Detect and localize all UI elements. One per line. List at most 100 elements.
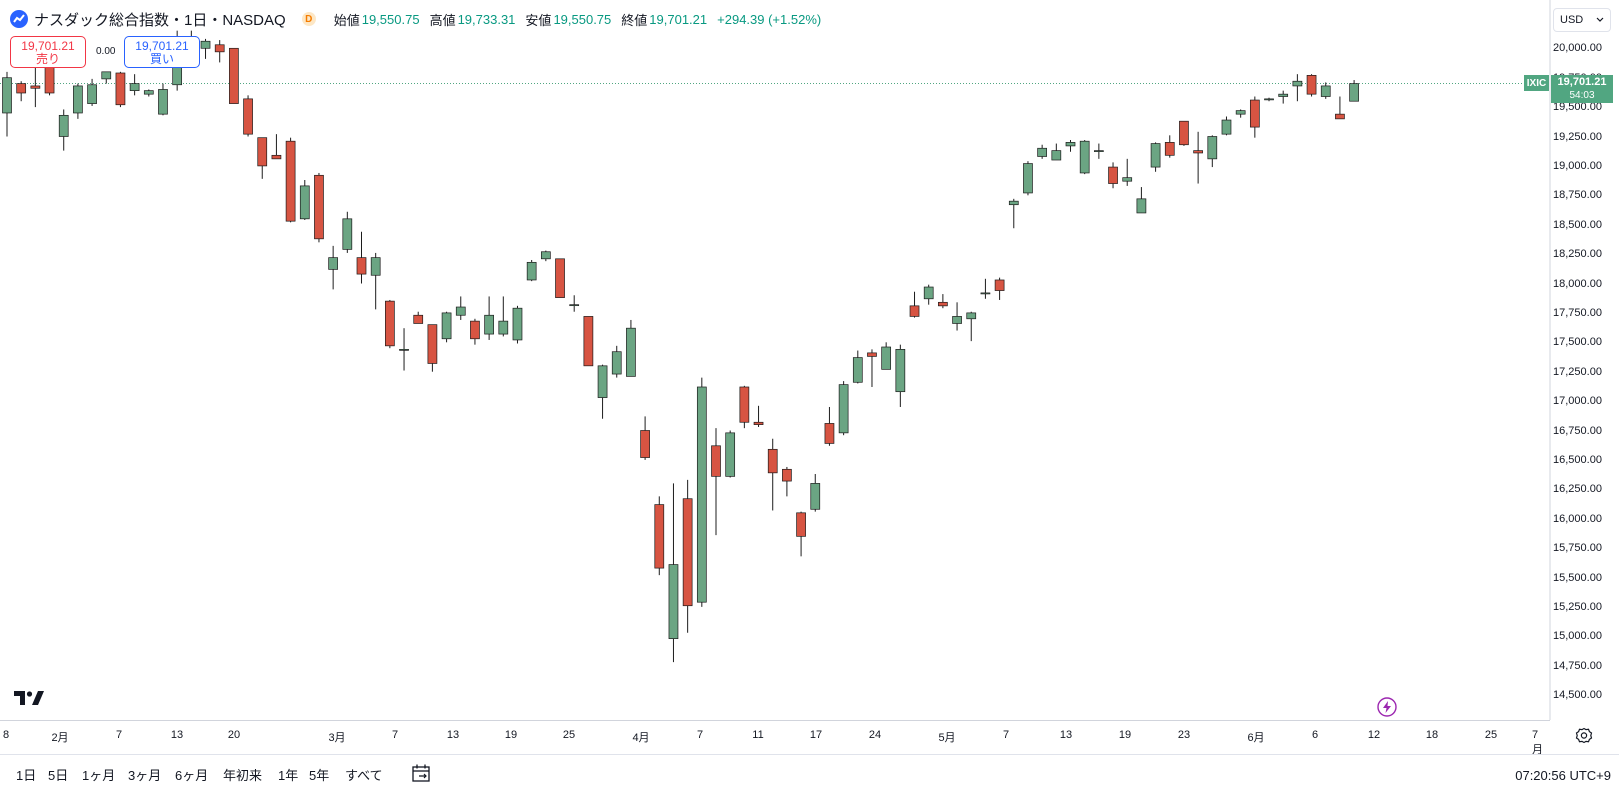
buy-button[interactable]: 19,701.21 買い <box>124 36 200 68</box>
candle <box>200 38 211 59</box>
candle <box>1249 96 1260 138</box>
time-tick-label: 3月 <box>328 732 346 744</box>
candle-body <box>143 90 154 95</box>
gear-icon[interactable] <box>1575 727 1593 745</box>
candle-body <box>1008 200 1019 206</box>
price-tick-label: 17,000.00 <box>1553 395 1602 408</box>
symbol-title[interactable]: ナスダック総合指数・1日・NASDAQ <box>34 11 286 29</box>
range-button[interactable]: 3ヶ月 <box>128 767 162 783</box>
candle-body <box>838 384 849 434</box>
open-label: 始値 <box>333 12 360 28</box>
candle-body <box>711 445 721 477</box>
candle-body <box>2 77 12 114</box>
candle-body <box>824 423 835 444</box>
time-axis[interactable]: 8 2月 7 13 20 3月 7 13 19 25 4月 7 11 17 24 5月 7 13 19 23 6月 6 12… <box>0 720 1550 756</box>
candle <box>881 342 892 370</box>
currency-selector[interactable]: USD <box>1553 8 1611 32</box>
candle <box>923 284 934 305</box>
time-tick-label: 7 <box>391 729 399 741</box>
candle <box>1164 135 1175 158</box>
candle <box>1193 131 1203 184</box>
price-tag-symbol: IXIC <box>1524 75 1549 92</box>
clock-timezone[interactable]: 07:20:56 UTC+9 <box>1515 768 1611 783</box>
price-tick-label: 17,750.00 <box>1553 306 1602 319</box>
time-tick-label: 19 <box>1118 729 1132 741</box>
candle-body <box>1221 119 1232 135</box>
time-tick-label: 23 <box>1177 729 1191 741</box>
price-tick-label: 15,750.00 <box>1553 542 1602 555</box>
range-button[interactable]: すべて <box>345 767 383 783</box>
candle-body <box>739 386 750 423</box>
candle-body <box>427 324 438 364</box>
candle <box>1122 158 1133 186</box>
candle-body <box>356 257 367 275</box>
time-tick-label: 6 <box>1311 729 1319 741</box>
candle <box>1278 90 1289 104</box>
price-tick-label: 16,500.00 <box>1553 453 1602 466</box>
tradingview-logo-icon[interactable] <box>14 690 46 706</box>
time-tick-label: 24 <box>868 729 882 741</box>
range-button[interactable]: 5年 <box>309 767 330 783</box>
candle-body <box>796 512 806 537</box>
candle <box>299 180 310 220</box>
change-value: +294.39 (+1.52%) <box>717 11 822 27</box>
candle-body <box>1079 140 1090 174</box>
candle-body <box>87 84 97 104</box>
price-tick-label: 18,500.00 <box>1553 218 1602 231</box>
candle-body <box>285 140 296 222</box>
open-value: 19,550.75 <box>361 11 420 27</box>
symbol-logo-icon[interactable] <box>10 10 28 28</box>
time-tick-label: 17 <box>809 729 823 741</box>
candle <box>526 259 537 282</box>
range-button[interactable]: 1年 <box>278 767 299 783</box>
candle <box>668 483 679 663</box>
price-tick-label: 16,250.00 <box>1553 483 1602 496</box>
candle-body <box>399 349 409 351</box>
candle <box>1108 162 1118 189</box>
data-status-badge[interactable]: D <box>301 12 316 26</box>
range-button[interactable]: 5日 <box>48 767 69 783</box>
time-tick-label: 7月 <box>1532 729 1543 756</box>
range-button[interactable]: 6ヶ月 <box>175 767 209 783</box>
candle <box>229 47 239 104</box>
candle-body <box>696 386 707 603</box>
candle-body <box>1306 74 1317 95</box>
time-tick-label: 7 <box>696 729 704 741</box>
candle-body <box>1065 142 1076 147</box>
candle <box>540 250 551 262</box>
candle-body <box>1320 85 1331 97</box>
candle-body <box>370 257 381 276</box>
candle-body <box>938 301 948 307</box>
time-tick-label: 13 <box>446 729 460 741</box>
candle-body <box>455 306 466 316</box>
candle-body <box>1122 177 1133 182</box>
candle <box>725 430 736 478</box>
calendar-icon[interactable] <box>410 762 432 784</box>
candle <box>455 296 466 320</box>
price-tick-label: 15,000.00 <box>1553 630 1602 643</box>
candle-body <box>58 114 69 137</box>
candle <box>413 311 424 324</box>
candle-body <box>257 137 268 167</box>
candle-body <box>1264 98 1274 101</box>
price-axis[interactable]: 20,000.0019,750.0019,500.0019,250.0019,0… <box>1550 0 1619 720</box>
sell-button[interactable]: 19,701.21 売り <box>10 36 86 68</box>
candle <box>555 258 565 298</box>
time-tick-label: 7 <box>115 729 123 741</box>
range-button[interactable]: 年初来 <box>223 767 263 783</box>
candle <box>810 474 821 512</box>
lightning-icon[interactable] <box>1377 697 1397 717</box>
time-tick-label: 20 <box>227 729 241 741</box>
price-tick-label: 16,000.00 <box>1553 512 1602 525</box>
candle-body <box>597 365 608 398</box>
candle <box>1320 82 1331 99</box>
candle <box>441 311 452 343</box>
chevron-down-icon <box>1596 14 1604 26</box>
range-button[interactable]: 1日 <box>16 767 37 783</box>
low-label: 安値 <box>525 12 552 28</box>
range-button[interactable]: 1ヶ月 <box>82 767 116 783</box>
candle-body <box>852 357 863 383</box>
candle <box>342 211 353 253</box>
